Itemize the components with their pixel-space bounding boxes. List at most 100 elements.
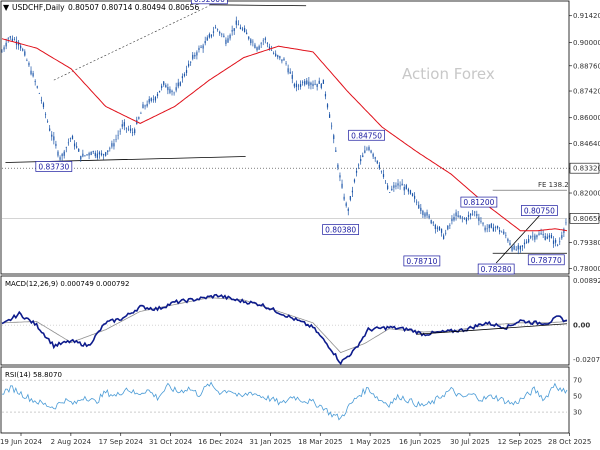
candle-body bbox=[227, 38, 229, 43]
x-tick-label: 1 May 2025 bbox=[350, 438, 391, 446]
candle-body bbox=[370, 150, 372, 153]
candle-body bbox=[239, 27, 242, 30]
candle-body bbox=[268, 46, 271, 49]
candle-body bbox=[438, 226, 441, 231]
candle-body bbox=[188, 63, 190, 67]
candle-body bbox=[418, 204, 420, 209]
x-tick-label: 17 Sep 2024 bbox=[99, 438, 144, 446]
candle-body bbox=[451, 218, 453, 222]
candle-body bbox=[165, 85, 167, 88]
price-annotation-box bbox=[521, 205, 558, 216]
candle-body bbox=[231, 30, 233, 32]
candle-body bbox=[405, 185, 407, 190]
candle-body bbox=[121, 124, 123, 127]
candle-body bbox=[134, 129, 136, 134]
x-tick-label: 31 Oct 2024 bbox=[149, 438, 193, 446]
resistance-trendline bbox=[209, 4, 307, 7]
candle-body bbox=[36, 86, 38, 88]
candle-body bbox=[250, 39, 252, 44]
candle-body bbox=[358, 164, 360, 166]
candle-body bbox=[256, 47, 258, 51]
candle-body bbox=[123, 122, 125, 127]
candle-body bbox=[343, 196, 345, 200]
candle-body bbox=[382, 174, 385, 177]
candle-body bbox=[7, 38, 9, 40]
candle-body bbox=[326, 104, 329, 108]
x-tick-label: 16 Jun 2025 bbox=[399, 438, 441, 446]
candle-body bbox=[163, 81, 165, 85]
candle-body bbox=[287, 68, 289, 73]
macd-line bbox=[1, 293, 568, 366]
candle-body bbox=[351, 190, 354, 193]
candle-body bbox=[297, 85, 300, 87]
dashed-trend-channel bbox=[53, 5, 210, 81]
candle-body bbox=[5, 42, 7, 47]
candle-body bbox=[328, 114, 331, 118]
candle-body bbox=[142, 104, 144, 109]
rsi-line bbox=[1, 381, 568, 421]
y-tick-label: 0.78000 bbox=[573, 265, 600, 273]
candle-body bbox=[38, 93, 40, 94]
collapse-triangle-icon[interactable]: ▼ bbox=[3, 3, 10, 12]
y-tick-label: 0.90000 bbox=[573, 39, 600, 47]
candle-body bbox=[308, 81, 310, 86]
candle-body bbox=[374, 157, 376, 159]
candle-body bbox=[28, 62, 30, 66]
candle-body bbox=[335, 150, 337, 152]
y-tick-label: 0.83320 bbox=[573, 165, 600, 173]
x-tick-label: 31 Jan 2025 bbox=[249, 438, 291, 446]
candle-body bbox=[235, 20, 237, 25]
candle-body bbox=[544, 235, 546, 240]
candle-body bbox=[387, 185, 389, 190]
candle-body bbox=[148, 98, 150, 103]
candle-body bbox=[449, 225, 451, 226]
macd-panel bbox=[0, 275, 570, 366]
candle-body bbox=[132, 132, 134, 133]
candle-body bbox=[453, 216, 455, 221]
price-annotation-label: 0.80750 bbox=[524, 207, 555, 216]
candle-body bbox=[283, 58, 285, 61]
candle-body bbox=[109, 148, 111, 150]
candle-body bbox=[26, 60, 28, 61]
price-tag bbox=[569, 213, 600, 224]
candle-body bbox=[115, 139, 117, 140]
candle-body bbox=[177, 82, 179, 87]
candle-body bbox=[488, 224, 490, 229]
candle-body bbox=[353, 179, 356, 182]
candle-body bbox=[465, 218, 468, 222]
candle-body bbox=[98, 152, 101, 155]
macd-tick-label: 0.008923 bbox=[573, 277, 600, 285]
candle-body bbox=[100, 153, 103, 156]
fe-label: FE 138.2 bbox=[538, 181, 569, 189]
candle-body bbox=[355, 170, 358, 173]
candle-body bbox=[24, 51, 26, 56]
candle-body bbox=[550, 234, 553, 239]
x-tick-label: 2 Aug 2024 bbox=[51, 438, 92, 446]
candle-body bbox=[432, 222, 434, 224]
candle-body bbox=[395, 185, 397, 187]
candle-body bbox=[102, 154, 105, 156]
candle-body bbox=[47, 121, 49, 122]
candle-body bbox=[105, 152, 107, 156]
candle-body bbox=[22, 49, 24, 51]
candle-body bbox=[399, 185, 401, 187]
candle-body bbox=[252, 41, 254, 43]
candle-body bbox=[11, 38, 13, 41]
candle-body bbox=[194, 55, 196, 57]
y-tick-label: 0.86000 bbox=[573, 114, 600, 122]
candle-body bbox=[368, 147, 370, 151]
candle-body bbox=[552, 240, 555, 244]
candle-body bbox=[169, 88, 171, 93]
candle-body bbox=[393, 185, 395, 188]
candle-body bbox=[208, 34, 210, 38]
y-tick-label: 0.84640 bbox=[573, 140, 600, 148]
candle-body bbox=[140, 113, 142, 114]
candle-body bbox=[175, 87, 177, 91]
candle-body bbox=[273, 53, 275, 54]
candle-body bbox=[528, 238, 530, 243]
candle-body bbox=[217, 29, 219, 30]
candle-body bbox=[202, 45, 204, 49]
candle-body bbox=[221, 33, 223, 35]
candle-body bbox=[538, 233, 540, 235]
candle-body bbox=[455, 212, 457, 217]
